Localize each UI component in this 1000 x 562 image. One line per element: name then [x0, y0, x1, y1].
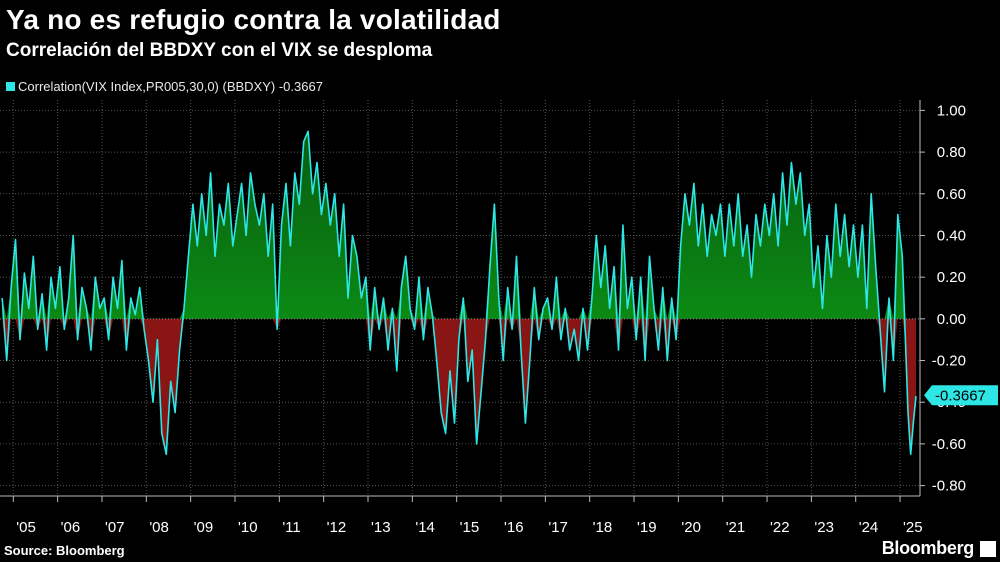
- x-tick-label: '12: [327, 519, 347, 536]
- y-tick-label: -0.60: [932, 436, 966, 453]
- y-tick-label: 0.40: [937, 227, 966, 244]
- x-tick-label: '07: [105, 519, 125, 536]
- y-tick-label: -0.80: [932, 478, 966, 495]
- x-tick-label: '24: [859, 519, 879, 536]
- x-tick-label: '11: [282, 519, 300, 536]
- last-value-label: -0.3667: [935, 387, 986, 404]
- y-tick-label: 1.00: [937, 102, 966, 119]
- y-tick-label: 0.80: [937, 144, 966, 161]
- bloomberg-logo-icon: [980, 541, 996, 557]
- x-tick-label: '15: [460, 519, 480, 536]
- x-tick-label: '20: [681, 519, 701, 536]
- x-tick-label: '05: [16, 519, 36, 536]
- correlation-line: [1, 130, 917, 456]
- x-tick-label: '19: [637, 519, 657, 536]
- source-note: Source: Bloomberg: [4, 543, 125, 558]
- bloomberg-logo-text: Bloomberg: [881, 538, 975, 558]
- x-tick-label: '16: [504, 519, 524, 536]
- legend-swatch: [6, 82, 15, 91]
- x-tick-label: '23: [814, 519, 834, 536]
- x-tick-label: '17: [548, 519, 568, 536]
- x-tick-label: '06: [61, 519, 81, 536]
- x-tick-label: '10: [238, 519, 258, 536]
- chart-subtitle: Correlación del BBDXY con el VIX se desp…: [6, 40, 433, 61]
- x-tick-label: '14: [415, 519, 435, 536]
- last-value-marker: [924, 385, 998, 406]
- y-tick-label: 0.60: [937, 186, 966, 203]
- y-tick-label: 0.20: [937, 269, 966, 286]
- legend-label: Correlation(VIX Index,PR005,30,0) (BBDXY…: [18, 79, 323, 94]
- x-tick-label: '25: [903, 519, 923, 536]
- legend: Correlation(VIX Index,PR005,30,0) (BBDXY…: [6, 79, 323, 94]
- x-tick-label: '22: [770, 519, 790, 536]
- x-tick-label: '08: [149, 519, 169, 536]
- x-tick-label: '21: [726, 519, 746, 536]
- chart-title: Ya no es refugio contra la volatilidad: [6, 4, 501, 35]
- x-tick-label: '09: [194, 519, 214, 536]
- x-tick-label: '18: [593, 519, 613, 536]
- x-tick-label: '13: [371, 519, 391, 536]
- positive-area: [2, 131, 917, 319]
- y-tick-label: -0.20: [932, 353, 966, 370]
- y-tick-label: 0.00: [937, 311, 966, 328]
